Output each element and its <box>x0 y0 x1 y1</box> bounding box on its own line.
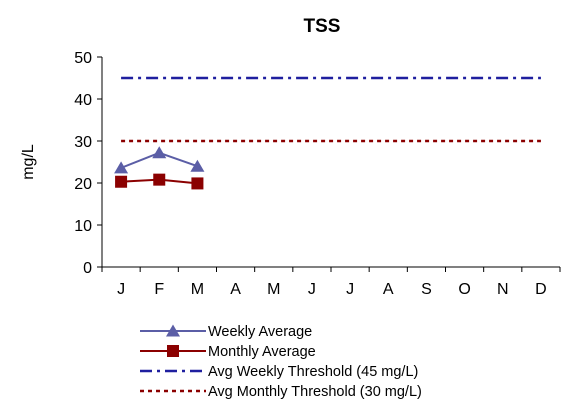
x-tick-label: A <box>230 281 241 298</box>
x-tick-label: S <box>421 281 432 298</box>
x-tick-label: A <box>383 281 394 298</box>
series-layer <box>114 76 541 190</box>
x-tick-label: O <box>458 281 470 298</box>
x-tick-label: D <box>535 281 547 298</box>
data-point <box>153 173 166 186</box>
x-tick-label: M <box>267 281 280 298</box>
y-tick-label: 40 <box>74 92 92 109</box>
y-tick-label: 20 <box>74 176 92 193</box>
y-tick-label: 0 <box>83 260 92 277</box>
legend-marker <box>167 345 179 357</box>
legend: Weekly Average Monthly Average Avg Weekly … <box>140 324 422 400</box>
legend-marker <box>166 324 180 337</box>
data-point <box>190 159 205 172</box>
legend-label: Avg Monthly Threshold (30 mg/L) <box>208 384 422 400</box>
y-axis-label: mg/L <box>20 144 37 180</box>
x-tick-label: N <box>497 281 509 298</box>
legend-label: Avg Weekly Threshold (45 mg/L) <box>208 364 418 380</box>
data-point <box>191 177 204 190</box>
data-point <box>114 161 129 174</box>
legend-label: Monthly Average <box>208 344 316 360</box>
y-tick-label: 50 <box>74 50 92 67</box>
axes: 0 10 20 30 40 50 J F M A M J J A S O N D <box>74 50 561 298</box>
data-point <box>115 175 128 188</box>
chart-title: TSS <box>304 16 341 37</box>
x-tick-label: J <box>346 281 354 298</box>
legend-label: Weekly Average <box>208 324 312 340</box>
x-tick-label: J <box>308 281 316 298</box>
y-tick-label: 10 <box>74 218 92 235</box>
data-point <box>152 146 167 159</box>
x-tick-label: F <box>154 281 164 298</box>
y-tick-label: 30 <box>74 134 92 151</box>
x-tick-label: J <box>117 281 125 298</box>
x-tick-label: M <box>191 281 204 298</box>
